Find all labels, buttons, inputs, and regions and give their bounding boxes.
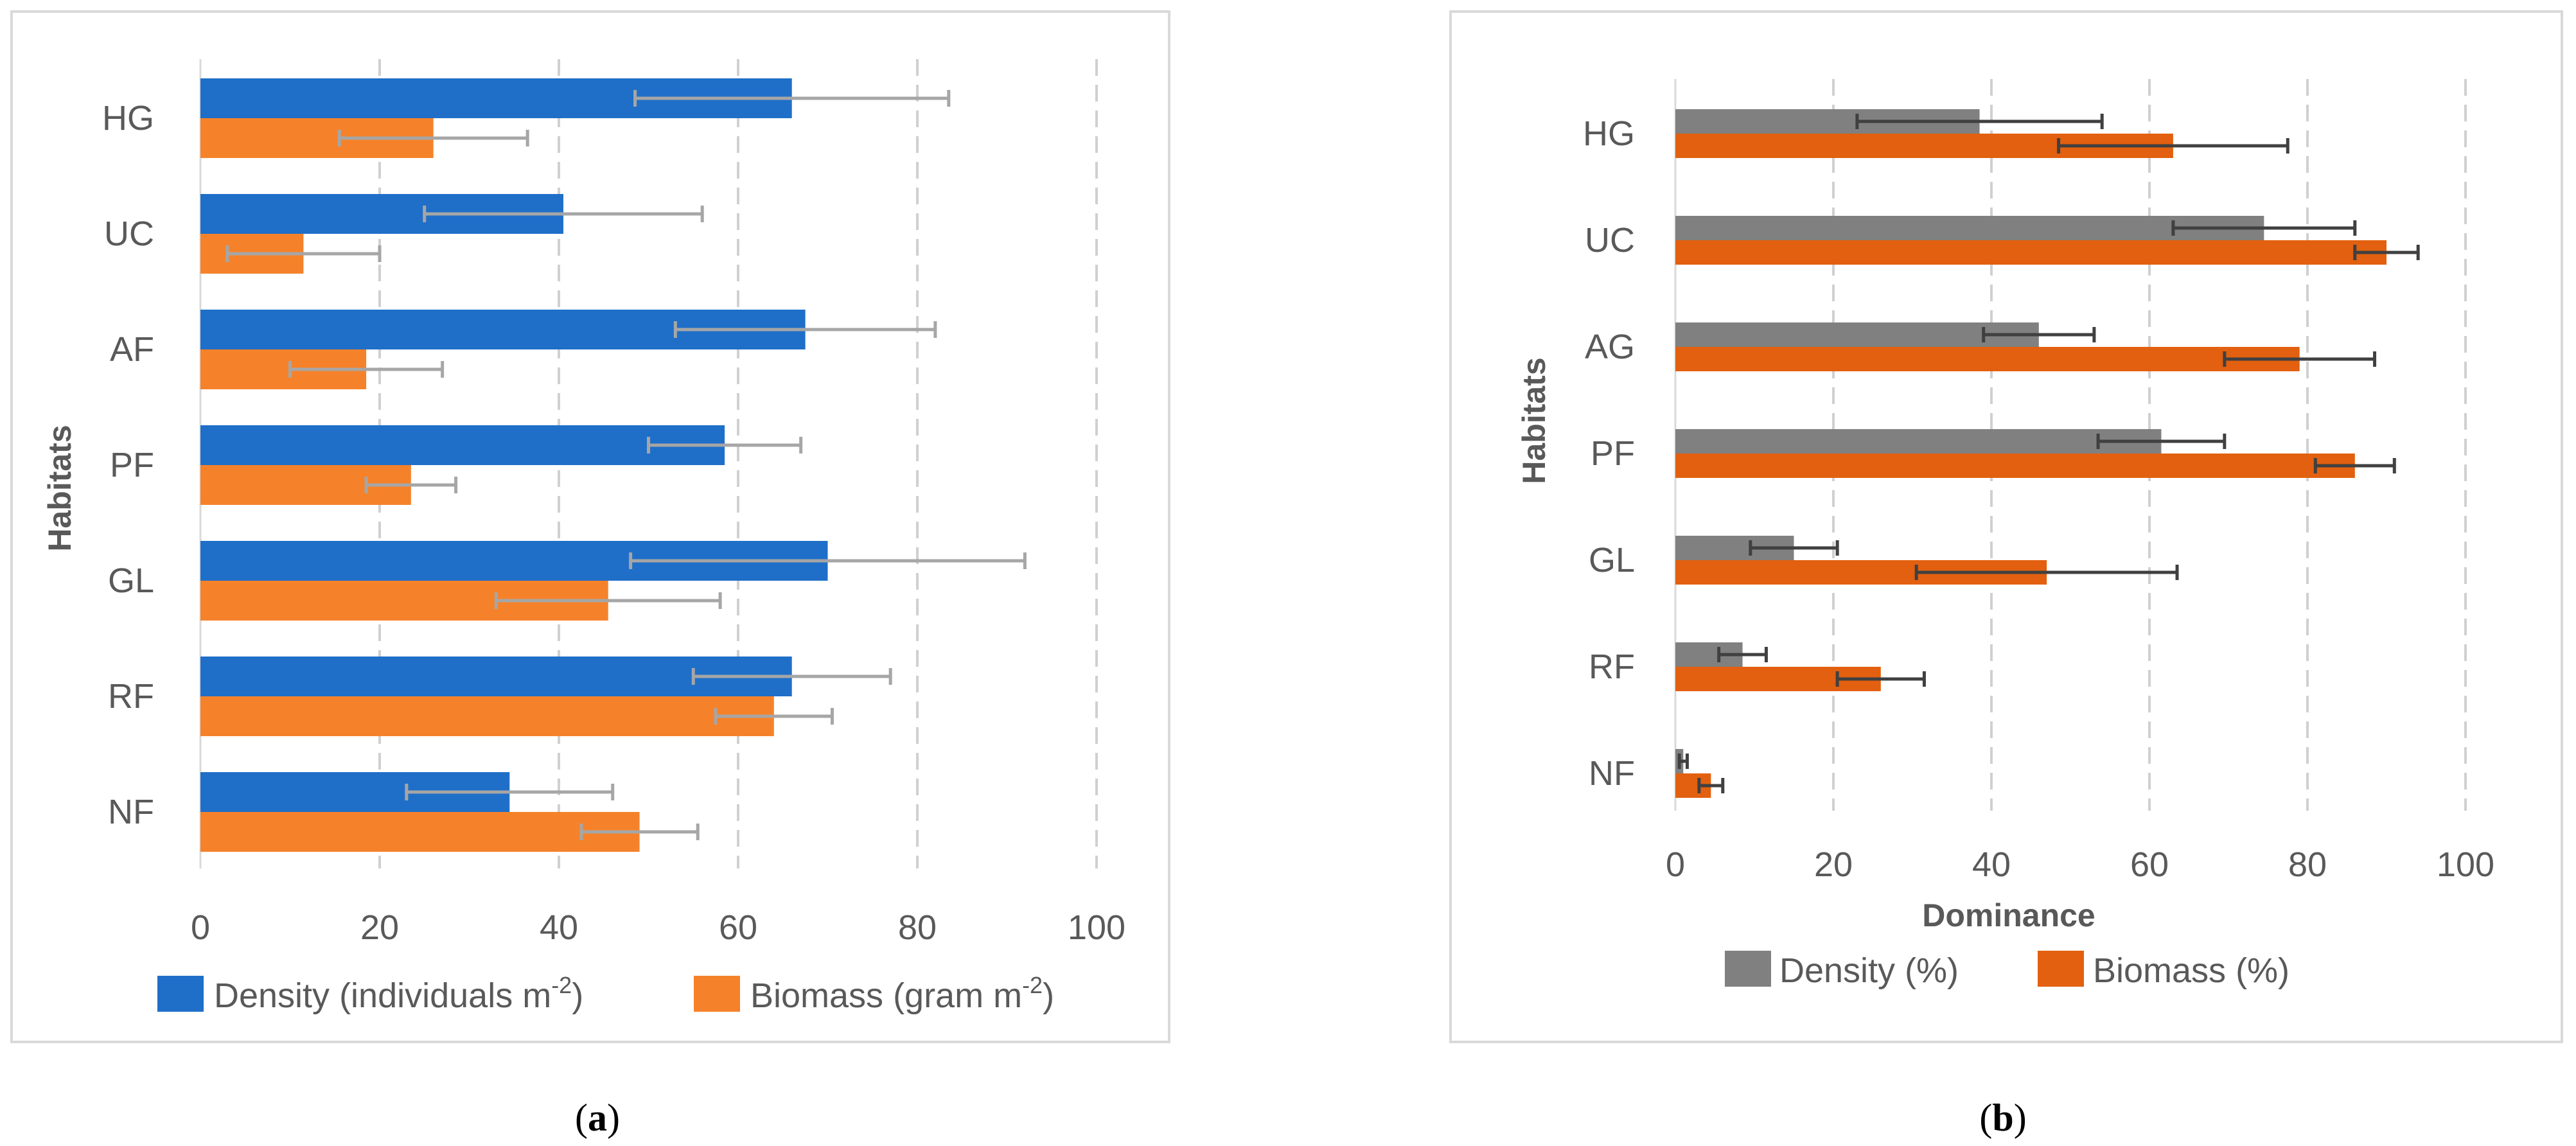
error-bar <box>2313 458 2396 473</box>
bar <box>1675 240 2386 265</box>
x-tick-label: 60 <box>2130 845 2169 884</box>
chart-panel-a: HG UC AF PF GL RF NF 0 20 40 60 80 100 Habitats Den… <box>10 10 1170 1043</box>
panel-a-category-labels: HG UC AF PF GL RF NF <box>102 99 154 831</box>
bar <box>200 696 774 736</box>
panel-b-category-labels: HG UC AG PF GL RF NF <box>1583 114 1635 793</box>
bar <box>1675 347 2300 371</box>
bar <box>1675 322 2039 347</box>
bar <box>1675 429 2162 454</box>
category-label: PF <box>1591 434 1635 473</box>
error-bar <box>1982 327 2096 342</box>
category-label: NF <box>1589 754 1635 793</box>
x-tick-label: 80 <box>2288 845 2327 884</box>
error-bar <box>633 90 951 107</box>
category-label: RF <box>1589 648 1635 686</box>
error-bar <box>337 130 529 146</box>
error-bar <box>579 824 700 840</box>
legend-label-density: Density (individuals m-2) <box>214 972 583 1015</box>
error-bar <box>364 477 458 493</box>
legend-swatch-biomass <box>694 976 740 1012</box>
error-bar <box>405 784 615 800</box>
panel-a-legend: Density (individuals m-2) Biomass (gram … <box>157 972 1054 1015</box>
chart-panel-b: HG UC AG PF GL RF NF 0 20 40 60 80 100 Habitats Dom… <box>1449 10 2563 1043</box>
error-bar <box>647 437 803 454</box>
error-bar <box>2171 220 2357 236</box>
category-label: RF <box>108 677 154 716</box>
panel-b-y-axis-title: Habitats <box>1516 357 1552 484</box>
bar <box>200 425 725 465</box>
legend-label-density-pct: Density (%) <box>1779 951 1959 990</box>
error-bar <box>1697 778 1725 793</box>
category-label: GL <box>108 561 154 600</box>
panel-a-border <box>10 10 1170 1043</box>
panel-a-y-axis-title: Habitats <box>42 425 78 551</box>
x-tick-label: 20 <box>1814 845 1853 884</box>
error-bar <box>2353 245 2420 260</box>
error-bar <box>1717 647 1768 662</box>
legend-label-biomass: Biomass (gram m-2) <box>750 972 1054 1015</box>
panel-a-tick-labels: 0 20 40 60 80 100 <box>191 908 1125 947</box>
legend-swatch-density <box>157 976 204 1012</box>
error-bar <box>2096 434 2227 449</box>
category-label: GL <box>1589 541 1635 579</box>
error-bar <box>423 206 704 222</box>
panel-b-x-axis-title: Dominance <box>1922 897 2095 933</box>
x-tick-label: 0 <box>1666 845 1685 884</box>
bar <box>1675 454 2355 478</box>
error-bar <box>1835 671 1926 687</box>
caption-b: (b) <box>1979 1097 2026 1139</box>
panel-a-error-bars <box>225 90 1027 840</box>
caption-a: (a) <box>575 1097 620 1139</box>
x-tick-label: 20 <box>360 908 399 947</box>
panel-a-bars <box>200 78 828 852</box>
category-label: HG <box>102 99 154 137</box>
category-label: AF <box>110 330 154 369</box>
error-bar <box>1749 540 1839 556</box>
error-bar <box>225 245 382 262</box>
category-label: HG <box>1583 114 1635 153</box>
category-label: UC <box>1585 221 1635 260</box>
x-tick-label: 0 <box>191 908 210 947</box>
category-label: AG <box>1585 328 1635 366</box>
legend-swatch-density-pct <box>1725 951 1771 987</box>
panel-b-error-bars <box>1677 114 2420 793</box>
error-bar <box>691 668 892 685</box>
x-tick-label: 80 <box>898 908 937 947</box>
error-bar <box>2223 351 2377 367</box>
x-tick-label: 100 <box>1068 908 1125 947</box>
legend-label-biomass-pct: Biomass (%) <box>2093 951 2289 990</box>
error-bar <box>673 321 937 338</box>
error-bar <box>629 552 1027 569</box>
error-bar <box>494 592 722 609</box>
x-tick-label: 40 <box>540 908 578 947</box>
error-bar <box>1855 114 2104 129</box>
category-label: UC <box>104 215 154 253</box>
x-tick-label: 100 <box>2437 845 2494 884</box>
error-bar <box>1914 565 2179 580</box>
error-bar <box>288 361 445 378</box>
x-tick-label: 40 <box>1972 845 2011 884</box>
error-bar <box>2057 138 2289 154</box>
x-tick-label: 60 <box>719 908 757 947</box>
bar <box>1675 216 2264 240</box>
bar <box>200 812 640 852</box>
panel-b-border <box>1449 10 2563 1043</box>
error-bar <box>1677 754 1689 769</box>
panel-b-tick-labels: 0 20 40 60 80 100 <box>1666 845 2494 884</box>
category-label: PF <box>110 446 154 484</box>
category-label: NF <box>108 793 154 831</box>
panel-b-legend: Density (%) Biomass (%) <box>1725 951 2289 990</box>
error-bar <box>714 708 834 725</box>
legend-swatch-biomass-pct <box>2038 951 2084 987</box>
